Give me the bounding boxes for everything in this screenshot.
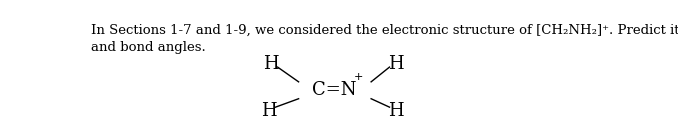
Text: In Sections 1-7 and 1-9, we considered the electronic structure of [CH₂NH₂]⁺. Pr: In Sections 1-7 and 1-9, we considered t… <box>91 24 678 54</box>
Text: H: H <box>261 102 277 120</box>
Text: +: + <box>354 72 363 82</box>
Text: H: H <box>388 55 403 73</box>
Text: C=N: C=N <box>312 81 357 99</box>
Text: H: H <box>264 55 279 73</box>
Text: H: H <box>388 102 403 120</box>
